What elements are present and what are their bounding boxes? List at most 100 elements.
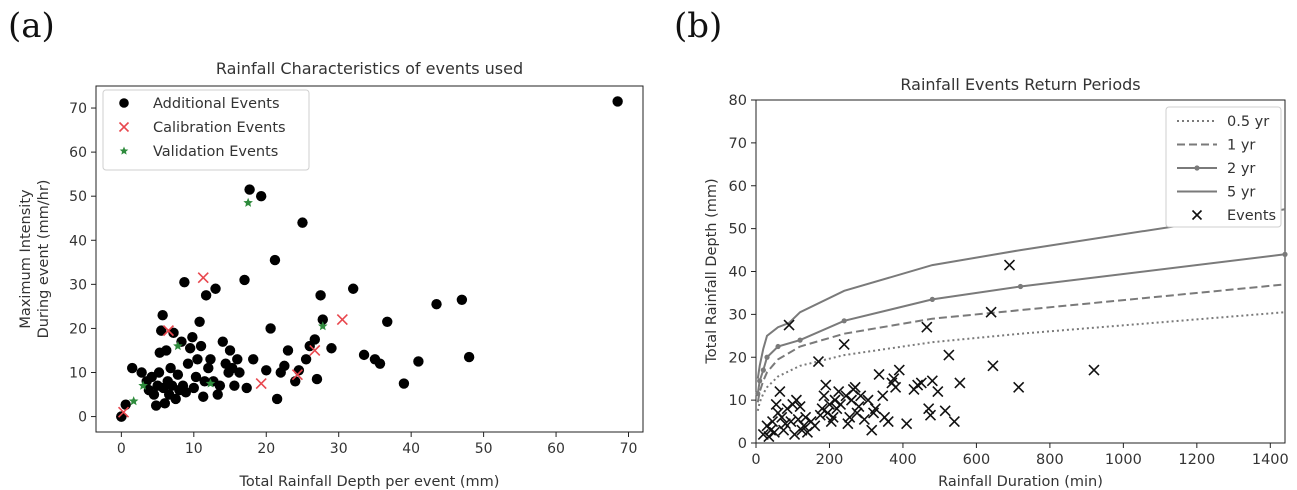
additional-event-point [198, 391, 209, 402]
event-point [921, 321, 933, 333]
validation-event-point [318, 321, 328, 331]
additional-event-point [190, 371, 202, 383]
legend-label: 2 yr [1227, 161, 1255, 177]
event-point [822, 407, 834, 419]
curve-2yr-point [1017, 283, 1024, 290]
additional-event-point [234, 367, 245, 378]
legend-marker [1191, 209, 1203, 221]
curve-2yr-point [841, 318, 847, 324]
additional-event-point [194, 316, 205, 328]
event-point [849, 381, 861, 393]
event-point [785, 415, 797, 428]
event-point [770, 398, 782, 410]
y-tick-label: 10 [729, 393, 747, 409]
additional-event-point [382, 316, 393, 328]
x-tick-label: 1000 [1105, 452, 1142, 468]
event-point [915, 377, 927, 389]
chart-a: Rainfall Characteristics of events used 0… [18, 59, 644, 490]
additional-event-point [203, 362, 214, 374]
additional-event-point [195, 340, 207, 352]
y-tick-label: 50 [69, 189, 87, 205]
calibration-event-point [197, 272, 209, 284]
curve-2yr-point [1282, 251, 1288, 257]
event-point [783, 319, 795, 331]
curve-5-yrr [756, 208, 1286, 379]
additional-event-point [182, 358, 194, 369]
legend: 0.5 yr 1 yr 2 yr 5 yr Events [1165, 106, 1282, 228]
event-point [789, 428, 801, 440]
additional-event-point [255, 190, 267, 202]
calibration-event-point [291, 369, 303, 381]
additional-event-point [116, 411, 127, 422]
additional-event-point [347, 283, 359, 294]
additional-event-point [265, 323, 276, 334]
x-tick-label: 400 [889, 452, 917, 468]
additional-event-point [199, 376, 210, 387]
x-tick-label: 600 [963, 452, 991, 468]
curve-2yr-point [764, 354, 770, 360]
additional-event-point [317, 314, 328, 325]
additional-event-point [232, 354, 243, 365]
event-point [768, 426, 780, 438]
legend-marker [119, 98, 129, 108]
panel-a-label: (a) [8, 6, 55, 46]
x-axis-label: Total Rainfall Depth per event (mm) [239, 474, 500, 490]
legend-marker [1194, 165, 1200, 171]
additional-event-point [180, 387, 192, 398]
event-point [774, 385, 786, 398]
additional-event-point [271, 393, 283, 405]
additional-event-point [165, 362, 176, 374]
additional-event-point [413, 356, 424, 367]
event-point [1003, 259, 1016, 271]
additional-event-point [179, 276, 190, 288]
event-point [924, 409, 937, 421]
event-point [893, 364, 905, 376]
legend-label: Validation Events [153, 144, 278, 160]
event-point [901, 418, 913, 430]
event-point [1013, 381, 1025, 393]
y-tick-label: 30 [729, 307, 747, 323]
y-tick-label: 0 [738, 436, 747, 452]
additional-event-point [170, 393, 181, 405]
additional-event-point [311, 373, 323, 385]
additional-event-point [269, 254, 281, 266]
event-point [776, 411, 788, 423]
legend-label: Events [1227, 208, 1276, 224]
return-period-curves [755, 208, 1288, 412]
additional-event-point [205, 354, 216, 365]
event-point [827, 411, 839, 423]
event-point [816, 403, 828, 415]
event-point [926, 375, 938, 387]
additional-event-point [150, 400, 162, 411]
chart-title: Rainfall Events Return Periods [900, 75, 1140, 94]
curve-2-yrr [756, 253, 1286, 394]
additional-event-point [168, 327, 179, 339]
x-tick-label: 0 [117, 441, 126, 457]
legend-label: Calibration Events [153, 120, 286, 136]
additional-event-point [210, 283, 221, 294]
additional-event-point [184, 343, 196, 354]
y-axis-label: Total Rainfall Depth (mm) [704, 178, 720, 364]
event-point [932, 385, 944, 398]
event-point [890, 381, 902, 393]
calibration-event-point [309, 344, 321, 357]
event-points [757, 259, 1100, 443]
x-tick-label: 50 [475, 441, 493, 457]
y-tick-label: 60 [729, 179, 747, 195]
additional-event-point [309, 334, 320, 345]
validation-event-point [173, 341, 183, 351]
event-point [862, 394, 874, 406]
additional-event-point [136, 367, 147, 378]
y-axis-label-line2: During event (mm/hr) [36, 180, 52, 339]
x-tick-label: 40 [402, 441, 420, 457]
additional-event-point [217, 336, 228, 347]
additional-event-point [120, 399, 131, 410]
event-point [985, 306, 997, 318]
event-point [790, 394, 802, 406]
event-point [812, 355, 825, 368]
legend-marker [119, 146, 129, 155]
additional-event-point [153, 367, 165, 378]
additional-event-point [172, 369, 184, 380]
panel-a: (a) Rainfall Characteristics of events u… [8, 6, 644, 490]
additional-event-point [456, 294, 468, 305]
